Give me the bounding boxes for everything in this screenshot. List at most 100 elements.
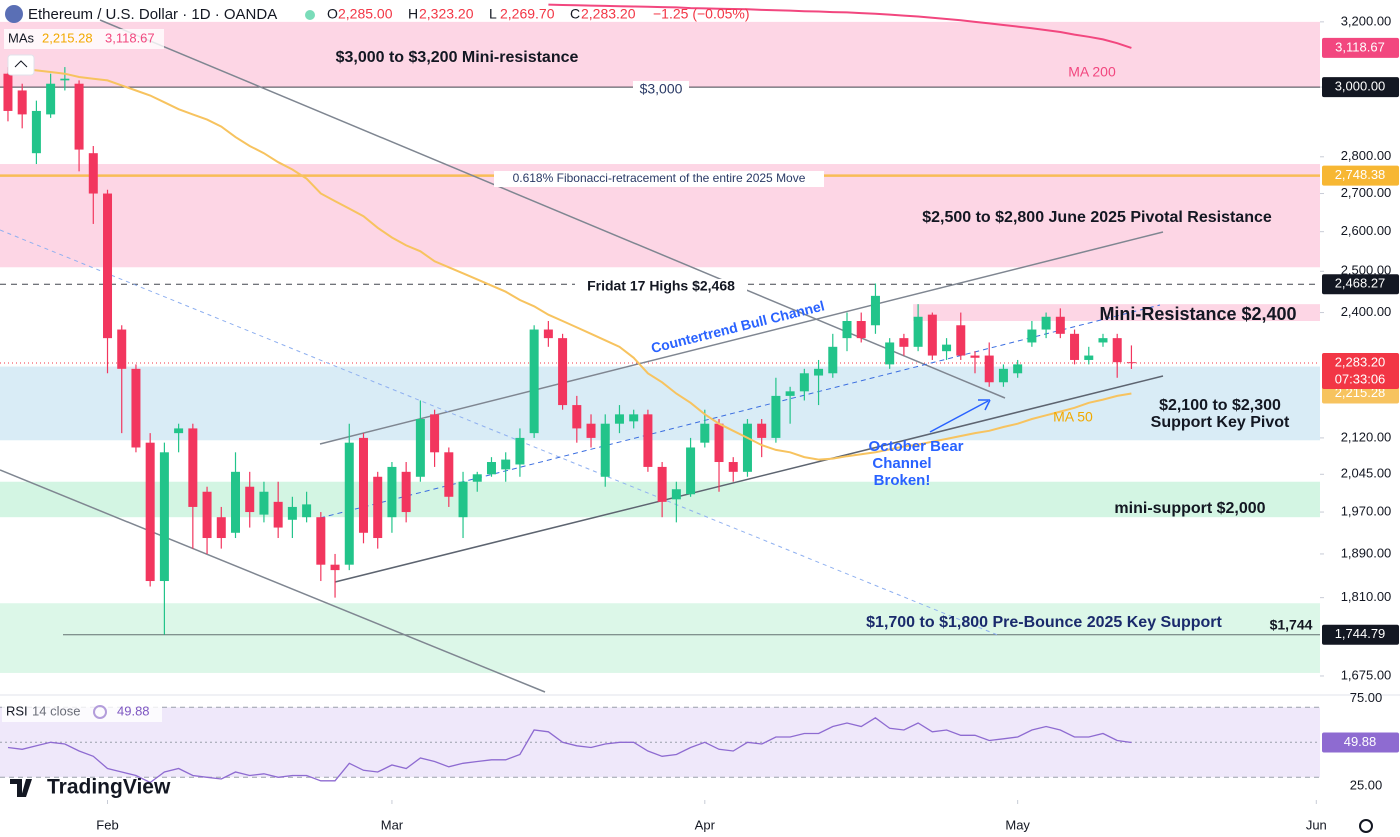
candle-body — [529, 329, 539, 434]
x-tick-label: Jun — [1306, 817, 1327, 832]
moving-average — [7, 66, 1132, 461]
y-tick-label: 1,810.00 — [1341, 589, 1392, 604]
y-tick-label: 25.00 — [1350, 777, 1383, 792]
y-tick-label: 2,600.00 — [1341, 223, 1392, 238]
last-price-tag: 2,283.20 — [1335, 354, 1386, 369]
rsi-params: 14 close — [32, 703, 80, 718]
candle-body — [401, 471, 411, 513]
candle-body — [46, 83, 56, 115]
candle-body — [757, 423, 767, 438]
price-tag: 3,000.00 — [1335, 79, 1386, 94]
zone — [0, 366, 1320, 441]
y-tick-label: 3,200.00 — [1341, 13, 1392, 28]
annotation: Channel — [872, 455, 931, 472]
candle-body — [1041, 316, 1051, 330]
dashed-trendline — [0, 229, 1001, 637]
candle-body — [145, 442, 155, 582]
candle-body — [728, 462, 738, 472]
rsi-value: 49.88 — [117, 703, 150, 718]
candle-body — [586, 423, 596, 438]
zones — [0, 21, 1320, 673]
price-tag: 1,744.79 — [1335, 626, 1386, 641]
y-tick-label: 1,890.00 — [1341, 545, 1392, 560]
candle-body — [984, 355, 994, 383]
candle-body — [998, 368, 1008, 383]
y-tick-label: 75.00 — [1350, 690, 1383, 705]
annotation: $3,000 — [640, 81, 683, 97]
ohlc-value: 2,269.70 — [500, 6, 555, 22]
rsi-legend-bg — [2, 702, 162, 722]
label-bg — [633, 81, 689, 98]
bull-channel-upper — [319, 231, 1164, 445]
candle-body — [771, 395, 781, 438]
candle-body — [657, 466, 667, 502]
candle-body — [88, 153, 98, 194]
annotation: Mini-Resistance $2,400 — [1099, 304, 1296, 324]
candle-body — [643, 414, 653, 467]
candle-body — [1126, 362, 1136, 364]
ohlc-key: O — [327, 6, 338, 22]
candle-body — [742, 423, 752, 472]
candle-body — [430, 414, 440, 453]
candle-body — [700, 423, 710, 443]
candle-body — [614, 414, 624, 424]
change: −1.25 (−0.05%) — [653, 6, 750, 22]
label-bg — [494, 171, 824, 187]
candle-body — [387, 466, 397, 518]
rsi-icon — [93, 705, 107, 719]
ohlc-key: C — [570, 6, 580, 22]
candle-body — [785, 391, 795, 396]
moving-average — [548, 3, 1132, 49]
ma-legend-title: MAs — [8, 30, 35, 45]
ma200-value: 3,118.67 — [105, 30, 155, 45]
annotation: mini-support $2,000 — [1114, 500, 1265, 517]
footer: TradingView — [10, 776, 1373, 833]
candle-body — [686, 447, 696, 495]
rsi-tag-bg — [1322, 732, 1399, 753]
zone — [0, 21, 1320, 88]
candle-body — [188, 428, 198, 507]
bear-channel-lower — [0, 469, 546, 693]
settings-icon[interactable] — [1359, 819, 1373, 833]
candle-body — [216, 517, 226, 539]
candle-body — [358, 437, 368, 533]
candle-body — [1027, 329, 1037, 343]
candle-body — [885, 342, 895, 365]
ma-legend-bg — [4, 29, 164, 49]
candle-body — [942, 344, 952, 352]
candle-body — [287, 506, 297, 520]
annotation: $2,500 to $2,800 June 2025 Pivotal Resis… — [922, 209, 1272, 226]
y-tick-label: 2,700.00 — [1341, 185, 1392, 200]
candle-body — [344, 442, 354, 565]
symbol-title: Ethereum / U.S. Dollar · 1D · OANDA — [28, 6, 277, 23]
ohlc-key: L — [489, 6, 497, 22]
collapse-button[interactable] — [7, 54, 35, 76]
price-tag-bg — [1322, 77, 1399, 98]
candle-body — [373, 476, 383, 539]
rsi-tag: 49.88 — [1344, 734, 1377, 749]
candle-body — [799, 373, 809, 392]
price-tag-bg — [1322, 624, 1399, 645]
ohlc-key: H — [408, 6, 418, 22]
candle-body — [629, 414, 639, 422]
candle-body — [31, 110, 41, 154]
collapse-icon — [14, 60, 28, 68]
annotation: Fridat 17 Highs $2,468 — [587, 278, 735, 294]
candle-body — [131, 368, 141, 448]
rsi-title: RSI — [6, 703, 28, 718]
candle-body — [1098, 338, 1108, 343]
candle-body — [273, 501, 283, 528]
y-tick-label: 2,400.00 — [1341, 304, 1392, 319]
header: Ethereum / U.S. Dollar · 1D · OANDA MAs … — [4, 5, 750, 76]
y-tick-label: 2,045.00 — [1341, 466, 1392, 481]
candle-body — [927, 314, 937, 356]
y-tick-label: 2,800.00 — [1341, 148, 1392, 163]
candle-body — [103, 193, 113, 339]
rsi-line — [7, 717, 1132, 784]
candle-body — [714, 423, 724, 463]
candle-body — [1084, 355, 1094, 360]
x-tick-label: May — [1005, 817, 1030, 832]
candle-body — [828, 346, 838, 374]
candle-body — [444, 452, 454, 497]
